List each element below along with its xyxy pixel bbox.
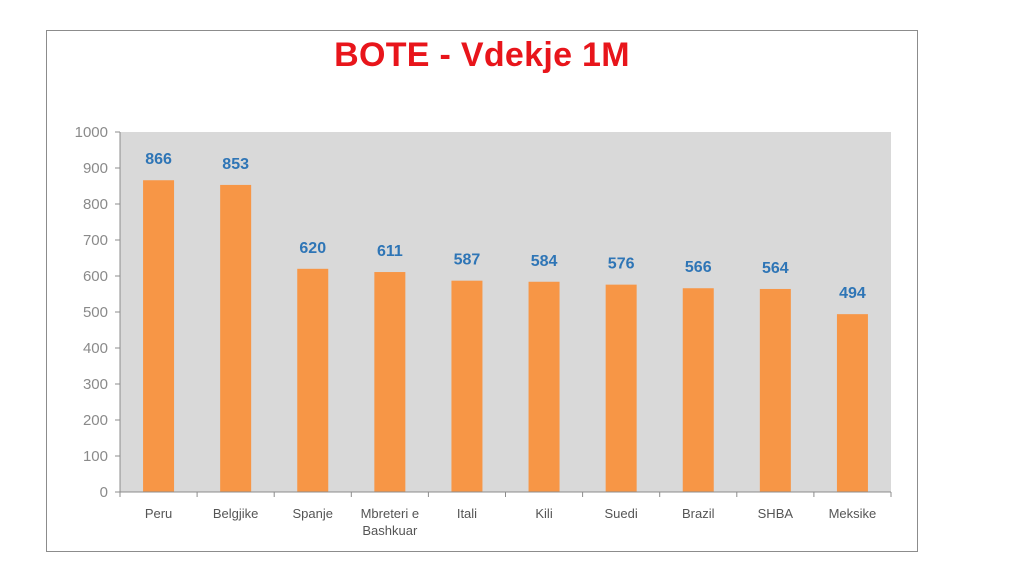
- bar: [759, 288, 791, 492]
- y-tick-label: 600: [83, 268, 108, 285]
- bar: [528, 281, 560, 492]
- y-tick-label: 900: [83, 160, 108, 177]
- data-label: 494: [839, 285, 866, 302]
- y-tick-label: 0: [100, 484, 108, 501]
- y-tick-label: 800: [83, 196, 108, 213]
- y-tick-label: 300: [83, 376, 108, 393]
- bar: [605, 284, 637, 492]
- bar: [143, 180, 175, 493]
- x-tick-label: Mbreteri e Bashkuar: [361, 506, 420, 538]
- data-label: 566: [685, 259, 712, 276]
- x-tick-label: Kili: [535, 506, 552, 521]
- y-tick-label: 500: [83, 304, 108, 321]
- bar: [451, 280, 483, 492]
- bar: [682, 288, 714, 492]
- y-tick-label: 200: [83, 412, 108, 429]
- x-tick-label: Brazil: [682, 506, 715, 521]
- data-label: 584: [531, 253, 558, 270]
- y-tick-label: 100: [83, 448, 108, 465]
- y-tick-label: 1000: [75, 124, 108, 141]
- x-tick-label: Itali: [457, 506, 477, 521]
- chart-title: BOTE - Vdekje 1M: [334, 36, 630, 74]
- data-label: 853: [222, 156, 249, 173]
- x-tick-label: Peru: [145, 506, 172, 521]
- x-axis: Peru Belgjike Spanje Mbreteri e Bashkuar Ital…: [119, 491, 892, 538]
- data-labels: 866 853 620 611 587 584 576 566 564 494: [145, 151, 866, 302]
- data-label: 564: [762, 260, 789, 277]
- bar: [836, 314, 868, 492]
- x-tick-label: Meksike: [829, 506, 877, 521]
- y-tick-label: 700: [83, 232, 108, 249]
- bar: [374, 272, 406, 492]
- x-tick-label: Spanje: [293, 506, 333, 521]
- y-tick-label: 400: [83, 340, 108, 357]
- data-label: 587: [454, 252, 481, 269]
- data-label: 611: [377, 243, 403, 260]
- data-label: 866: [145, 151, 172, 168]
- x-tick-label: Belgjike: [213, 506, 259, 521]
- data-label: 620: [299, 240, 326, 257]
- data-label: 576: [608, 256, 635, 273]
- y-axis: 0 100 200 300 400 500 600 700 800 900 1000: [75, 124, 121, 501]
- x-tick-label: Suedi: [605, 506, 638, 521]
- bar: [220, 184, 252, 493]
- x-tick-label: SHBA: [758, 506, 794, 521]
- bar: [297, 268, 329, 492]
- bars: [143, 180, 868, 493]
